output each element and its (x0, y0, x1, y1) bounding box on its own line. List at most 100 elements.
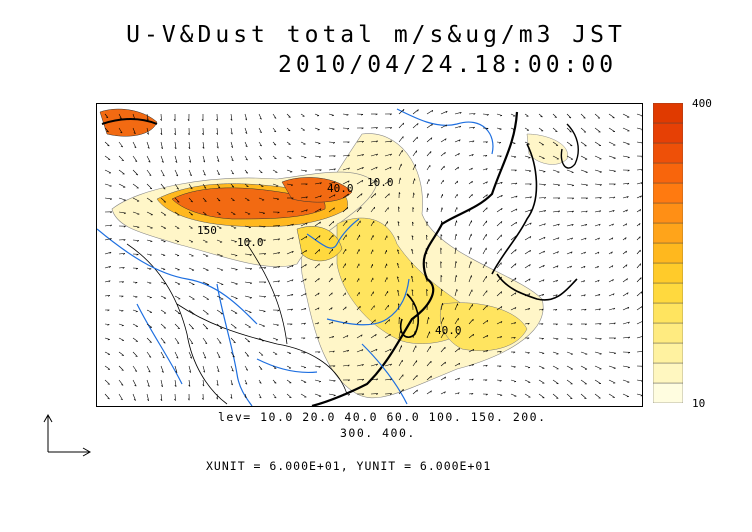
wind-arrow-head (122, 267, 125, 269)
wind-arrow (174, 141, 177, 149)
wind-arrow-head (121, 295, 124, 298)
wind-arrow (216, 211, 221, 215)
wind-arrow-head (513, 351, 516, 354)
wind-arrow-head (277, 295, 280, 297)
wind-arrow (174, 225, 180, 229)
wind-arrow-head (191, 328, 194, 330)
wind-arrow (342, 167, 350, 171)
wind-arrow-head (176, 188, 179, 190)
wind-arrow-head (333, 194, 336, 197)
wind-arrow-head (396, 263, 399, 265)
wind-arrow-head (472, 349, 475, 352)
wind-arrow-head (440, 234, 443, 237)
wind-arrow (272, 197, 279, 200)
wind-arrow (216, 141, 219, 149)
wind-arrow (482, 261, 487, 269)
wind-arrow (594, 183, 602, 185)
dust-plume (99, 108, 568, 399)
levels-line-2: 300. 400. (340, 426, 416, 440)
wind-arrow-head (598, 237, 600, 240)
wind-arrow (328, 194, 336, 199)
colorbar-segment (653, 262, 683, 284)
wind-arrow (594, 210, 601, 213)
colorbar-segment (653, 362, 683, 384)
wind-arrow (216, 253, 223, 257)
wind-arrow (314, 235, 321, 241)
wind-arrow-head (107, 339, 110, 341)
wind-arrow-head (177, 201, 180, 203)
wind-arrow-head (376, 153, 378, 156)
wind-arrow (468, 333, 474, 339)
wind-arrow (146, 351, 152, 358)
wind-arrow-head (626, 278, 628, 281)
wind-arrow-head (501, 208, 503, 211)
wind-arrow (118, 211, 126, 214)
wind-arrow (244, 113, 248, 121)
wind-arrow (608, 279, 614, 283)
wind-arrow (398, 108, 405, 115)
wind-arrow-head (231, 159, 234, 162)
wind-arrow (552, 237, 560, 241)
wind-arrow-head (571, 224, 574, 227)
wind-arrow-head (570, 265, 572, 268)
wind-arrow (244, 337, 250, 343)
wind-arrow (328, 141, 335, 143)
wind-arrow (272, 141, 277, 146)
wind-arrow-head (190, 342, 194, 345)
wind-arrow (384, 207, 389, 213)
wind-arrow-head (612, 279, 614, 282)
wind-arrow (230, 267, 238, 270)
contour-label-10-west: 10.0 (237, 236, 264, 249)
wind-arrow (454, 377, 460, 381)
wind-arrow (594, 113, 601, 119)
wind-arrow-head (303, 367, 306, 369)
wind-arrow (398, 359, 403, 367)
wind-arrow (118, 393, 123, 401)
wind-arrow-head (347, 154, 350, 157)
wind-arrow-head (362, 393, 365, 396)
wind-arrow-head (625, 250, 627, 254)
wind-arrow-head (396, 276, 399, 279)
wind-arrow (356, 349, 364, 353)
wind-arrow-head (216, 132, 218, 135)
wind-arrow (244, 211, 251, 215)
wind-arrow-head (187, 119, 190, 122)
wind-arrow (482, 364, 488, 367)
wind-arrow (286, 155, 292, 159)
wind-arrow-head (120, 131, 123, 134)
wind-arrow (370, 378, 378, 381)
wind-arrow (230, 309, 238, 314)
wind-arrow-head (626, 209, 628, 212)
wind-arrow-head (471, 378, 474, 381)
wind-arrow-head (121, 159, 124, 161)
wind-arrow (328, 234, 334, 241)
wind-arrow-head (585, 184, 588, 187)
wind-arrow-head (174, 133, 176, 136)
wind-arrow (202, 281, 209, 285)
wind-arrow-head (411, 235, 414, 238)
wind-arrow (216, 239, 223, 243)
wind-arrow (636, 263, 641, 269)
wind-arrow-head (303, 337, 306, 340)
wind-arrow (174, 239, 180, 242)
wind-arrow (636, 291, 642, 297)
wind-arrow (314, 127, 320, 130)
wind-arrow (482, 335, 489, 339)
wind-arrow (244, 127, 248, 134)
wind-arrow (258, 197, 265, 201)
wind-arrow (524, 393, 531, 398)
wind-arrow-head (376, 393, 379, 395)
wind-arrow-head (627, 381, 630, 383)
wind-arrow-head (347, 364, 350, 367)
wind-arrow (314, 141, 321, 144)
wind-arrow-head (627, 169, 630, 172)
wind-arrow (328, 263, 333, 269)
wind-arrow (202, 323, 209, 330)
colorbar-segment (653, 242, 683, 264)
wind-arrow (286, 365, 292, 369)
wind-arrow (342, 234, 347, 241)
wind-arrow (216, 309, 223, 315)
wind-arrow-head (291, 265, 294, 268)
wind-arrow-head (231, 146, 233, 148)
wind-arrow-head (541, 338, 544, 340)
